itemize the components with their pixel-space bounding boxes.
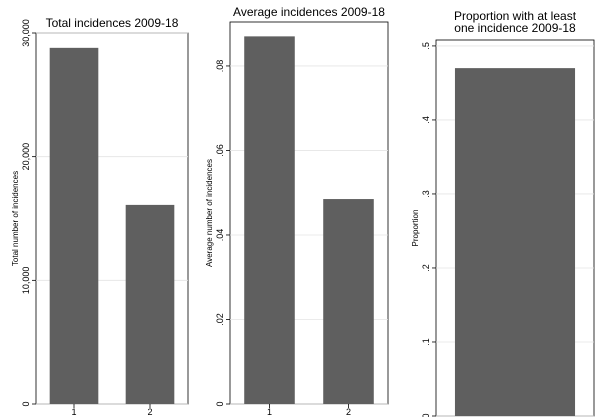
x-tick-label: 1 <box>71 407 76 417</box>
y-tick-label: .5 <box>421 42 431 50</box>
y-tick-label: 0 <box>215 401 225 406</box>
y-tick-label: .1 <box>421 338 431 346</box>
y-tick-label: .02 <box>215 313 225 326</box>
chart-title: one incidence 2009-18 <box>454 21 576 35</box>
chart-title: Proportion with at least <box>454 9 577 23</box>
y-tick-label: 30,000 <box>21 19 31 47</box>
x-tick-label: 1 <box>267 407 272 417</box>
chart-title: Total incidences 2009-18 <box>46 16 179 30</box>
chart-title: Average incidences 2009-18 <box>233 5 385 19</box>
y-tick-label: .3 <box>421 190 431 198</box>
bar <box>49 47 99 405</box>
y-tick-label: .4 <box>421 116 431 124</box>
y-tick-label: 10,000 <box>21 267 31 295</box>
y-tick-label: .2 <box>421 264 431 272</box>
y-tick-label: 20,000 <box>21 143 31 171</box>
x-tick-label: 2 <box>147 407 152 417</box>
y-tick-label: .06 <box>215 144 225 157</box>
y-tick-label: 0 <box>21 401 31 406</box>
bar <box>323 199 374 404</box>
y-axis-label: Proportion <box>411 210 420 247</box>
y-tick-label: 0 <box>421 413 431 417</box>
y-tick-label: .04 <box>215 229 225 242</box>
bar <box>244 36 295 405</box>
bar <box>125 204 175 404</box>
y-tick-label: .08 <box>215 60 225 73</box>
y-axis-label: Average number of incidences <box>205 159 214 267</box>
x-tick-label: 2 <box>346 407 351 417</box>
y-axis-label: Total number of incidences <box>11 171 20 266</box>
bar <box>454 68 576 417</box>
